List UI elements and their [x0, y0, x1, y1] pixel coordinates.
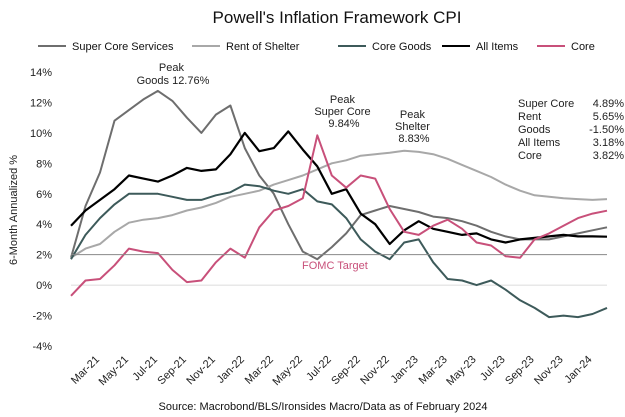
stat-label-goods: Goods — [518, 124, 551, 136]
source-note: Source: Macrobond/BLS/Ironsides Macro/Da… — [159, 401, 488, 413]
series-line-core-goods — [70, 183, 608, 319]
fomc-target-label: FOMC Target — [302, 260, 368, 272]
y-tick-label: 10% — [30, 128, 52, 140]
x-tick-label: Nov-22 — [358, 354, 392, 388]
legend-label: Core Goods — [372, 41, 432, 53]
y-tick-label: 12% — [30, 97, 52, 109]
annotation-peak-goods-line2: Goods 12.76% — [137, 75, 210, 87]
y-tick-label: -4% — [32, 341, 52, 353]
x-tick-label: May-21 — [97, 354, 131, 388]
stat-label-core: Core — [518, 150, 542, 162]
legend-label: All Items — [476, 41, 519, 53]
annotation-peak-goods: Peak Goods 12.76% — [137, 62, 210, 87]
y-tick-label: 0% — [36, 280, 52, 292]
chart-title: Powell's Inflation Framework CPI — [213, 8, 462, 27]
x-tick-label: Jan-23 — [389, 354, 421, 386]
series-line-all-items — [70, 130, 608, 246]
stat-value-rent: 5.65% — [593, 111, 624, 123]
annotation-peak-supercore-line2: Super Core — [314, 106, 370, 118]
y-tick-label: 6% — [36, 189, 52, 201]
x-tick-label: Sep-23 — [503, 354, 537, 388]
annotation-peak-supercore: Peak Super Core 9.84% — [314, 94, 373, 130]
stat-value-all-items: 3.18% — [593, 137, 624, 149]
x-tick-label: Mar-22 — [243, 354, 276, 387]
y-tick-label: 8% — [36, 158, 52, 170]
stat-label-all-items: All Items — [518, 137, 561, 149]
stat-value-core: 3.82% — [593, 150, 624, 162]
y-tick-label: 14% — [30, 67, 52, 79]
x-tick-label: Sep-21 — [155, 354, 189, 388]
x-tick-label: Mar-23 — [417, 354, 450, 387]
legend: Super Core Services Rent of Shelter Core G… — [38, 41, 595, 53]
stat-value-super-core: 4.89% — [593, 98, 624, 110]
x-tick-label: Mar-21 — [69, 354, 102, 387]
annotation-peak-shelter-line3: 8.83% — [398, 133, 429, 145]
annotation-peak-shelter-line2: Shelter — [395, 121, 430, 133]
stat-label-rent: Rent — [518, 111, 541, 123]
annotations: Peak Goods 12.76% Peak Super Core 9.84% … — [137, 62, 433, 145]
series-line-rent-of-shelter — [70, 149, 608, 259]
legend-label: Core — [571, 41, 595, 53]
y-tick-label: -2% — [32, 311, 52, 323]
y-axis-ticks: 14% 12% 10% 8% 6% 4% 2% 0% -2% -4% — [30, 67, 52, 353]
legend-label: Super Core Services — [72, 41, 174, 53]
x-tick-label: Sep-22 — [329, 354, 363, 388]
y-tick-label: 2% — [36, 250, 52, 262]
x-tick-label: Jan-24 — [562, 354, 594, 386]
x-tick-label: May-23 — [444, 354, 478, 388]
x-tick-label: May-22 — [270, 354, 304, 388]
y-tick-label: 4% — [36, 219, 52, 231]
annotation-peak-goods-line1: Peak — [159, 62, 185, 74]
latest-values-box: Super Core 4.89% Rent 5.65% Goods -1.50%… — [518, 98, 624, 162]
annotation-peak-supercore-line1: Peak — [330, 94, 356, 106]
annotation-peak-shelter: Peak Shelter 8.83% — [395, 109, 433, 145]
x-tick-label: Jan-22 — [215, 354, 247, 386]
legend-label: Rent of Shelter — [226, 41, 300, 53]
stat-label-super-core: Super Core — [518, 98, 574, 110]
annotation-peak-shelter-line1: Peak — [400, 109, 426, 121]
x-tick-label: Nov-21 — [184, 354, 218, 388]
annotation-peak-supercore-line3: 9.84% — [328, 118, 359, 130]
series-lines — [70, 89, 608, 319]
y-axis-label: 6-Month Annualized % — [8, 155, 20, 265]
x-tick-label: Nov-23 — [532, 354, 566, 388]
stat-value-goods: -1.50% — [589, 124, 624, 136]
series-line-core — [70, 134, 608, 297]
